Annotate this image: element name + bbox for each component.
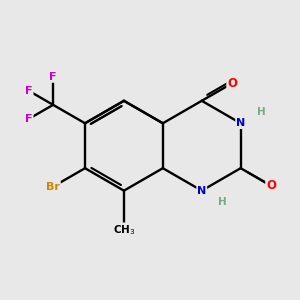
Text: CH$_3$: CH$_3$ bbox=[113, 223, 135, 237]
Text: F: F bbox=[25, 86, 33, 96]
Text: H: H bbox=[218, 197, 226, 207]
Text: O: O bbox=[227, 77, 237, 90]
Text: F: F bbox=[50, 72, 57, 82]
Text: F: F bbox=[25, 114, 33, 124]
Text: N: N bbox=[236, 118, 245, 128]
Text: O: O bbox=[266, 179, 276, 192]
Text: Br: Br bbox=[46, 182, 60, 192]
Text: N: N bbox=[197, 186, 206, 196]
Text: H: H bbox=[256, 106, 265, 117]
